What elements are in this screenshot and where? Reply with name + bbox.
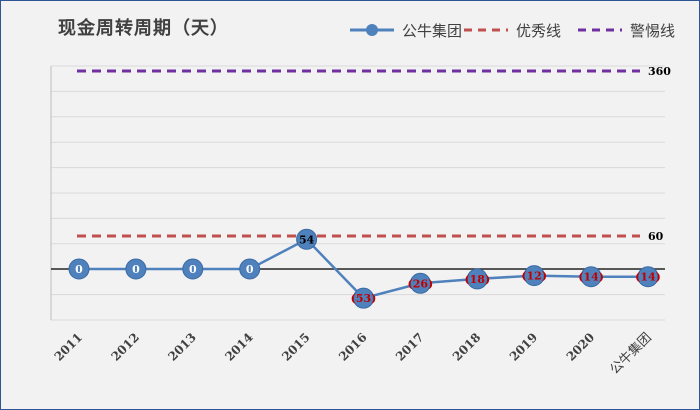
data-point bbox=[182, 258, 204, 280]
legend-item-excellent: 优秀线 bbox=[462, 18, 561, 42]
data-point bbox=[239, 258, 261, 280]
x-tick-label: 2017 bbox=[393, 330, 427, 364]
x-tick-label: 2013 bbox=[165, 330, 199, 364]
data-label: (14) bbox=[578, 271, 604, 284]
reference-line-label: 360 bbox=[648, 65, 671, 78]
x-tick-label: 2014 bbox=[222, 330, 256, 364]
data-label: (18) bbox=[464, 273, 490, 286]
x-tick-label: 公牛集团 bbox=[607, 330, 655, 378]
data-point bbox=[409, 272, 431, 294]
data-label: 0 bbox=[189, 263, 197, 276]
legend-purple-dash-icon bbox=[578, 28, 622, 32]
chart-title: 现金周转周期（天） bbox=[58, 18, 229, 39]
legend-item-warning: 警惕线 bbox=[576, 18, 675, 42]
data-point bbox=[68, 258, 90, 280]
legend-red-dash-icon bbox=[464, 28, 508, 32]
legend-label-excellent: 优秀线 bbox=[516, 21, 562, 40]
legend-line-marker-icon bbox=[350, 24, 394, 36]
legend-item-company: 公牛集团 bbox=[348, 18, 462, 42]
legend-label-company: 公牛集团 bbox=[402, 21, 463, 40]
x-tick-label: 2011 bbox=[52, 330, 86, 364]
data-label: 0 bbox=[75, 263, 83, 276]
data-label: (14) bbox=[635, 271, 661, 284]
x-tick-label: 2015 bbox=[279, 330, 313, 364]
data-label: 0 bbox=[132, 263, 140, 276]
x-tick-label: 2016 bbox=[336, 330, 370, 364]
x-tick-label: 2019 bbox=[507, 330, 541, 364]
data-point bbox=[296, 228, 318, 250]
data-point bbox=[125, 258, 147, 280]
data-point bbox=[637, 266, 659, 288]
data-label: 54 bbox=[299, 233, 315, 246]
x-tick-label: 2020 bbox=[564, 330, 598, 364]
data-label: (12) bbox=[521, 270, 547, 283]
x-tick-label: 2012 bbox=[109, 330, 143, 364]
data-point bbox=[353, 287, 374, 309]
x-tick-label: 2018 bbox=[450, 330, 484, 364]
data-point bbox=[580, 266, 602, 288]
data-point bbox=[466, 268, 488, 290]
reference-line-label: 60 bbox=[648, 230, 664, 243]
legend-label-warning: 警惕线 bbox=[630, 21, 676, 40]
data-label: (26) bbox=[408, 277, 434, 290]
data-point bbox=[523, 265, 545, 287]
data-label: (53) bbox=[351, 292, 377, 305]
data-label: 0 bbox=[246, 263, 254, 276]
